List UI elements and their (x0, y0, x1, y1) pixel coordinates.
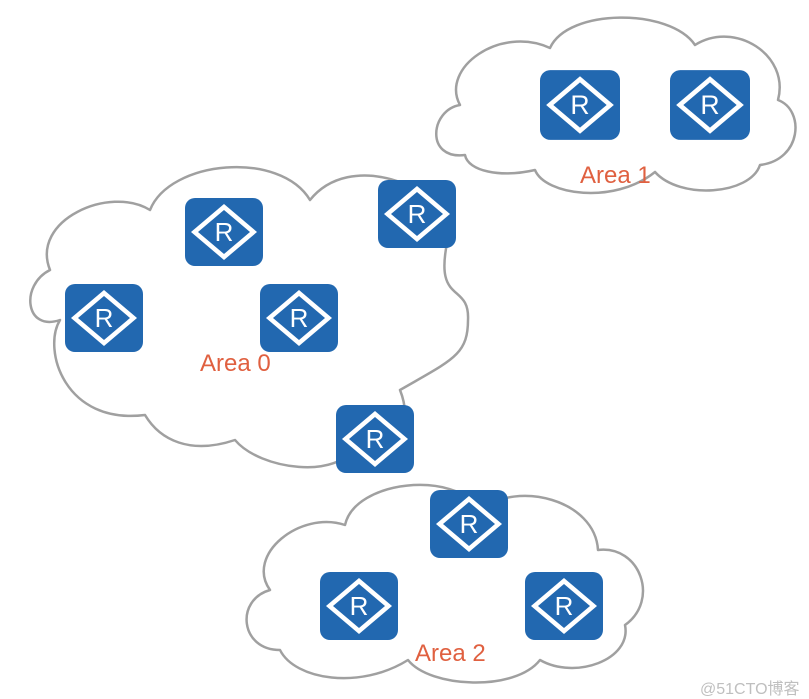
svg-text:R: R (215, 217, 234, 247)
router-icon: R (430, 490, 508, 558)
router-icon: R (65, 284, 143, 352)
router-icon: R (670, 70, 750, 140)
svg-text:R: R (350, 591, 369, 621)
router-icon: R (320, 572, 398, 640)
router-icon: R (540, 70, 620, 140)
watermark-text: @51CTO博客 (700, 675, 800, 699)
svg-text:R: R (290, 303, 309, 333)
diagram-canvas: R R R R R R R R R R Area 0 Area 1 Area 2 @51CTO博客 (0, 0, 809, 697)
svg-text:R: R (460, 509, 479, 539)
router-icon: R (378, 180, 456, 248)
router-icon: R (260, 284, 338, 352)
router-icon: R (525, 572, 603, 640)
svg-text:R: R (555, 591, 574, 621)
svg-text:R: R (95, 303, 114, 333)
svg-text:R: R (570, 90, 589, 120)
area-label: Area 0 (200, 350, 271, 378)
svg-text:R: R (700, 90, 719, 120)
svg-text:R: R (408, 199, 427, 229)
area-label: Area 2 (415, 640, 486, 668)
router-icon: R (185, 198, 263, 266)
svg-text:R: R (366, 424, 385, 454)
area-label: Area 1 (580, 162, 651, 190)
router-icon: R (336, 405, 414, 473)
